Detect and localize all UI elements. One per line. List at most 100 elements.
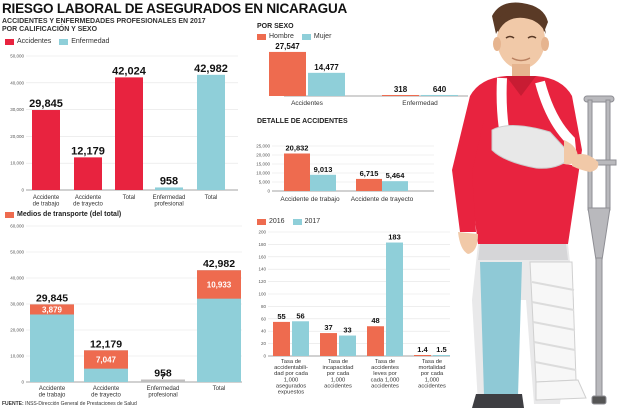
- transporte-segment-label: 3,879: [42, 305, 63, 314]
- tasas-bar: [320, 333, 337, 356]
- legend-swatch-hombre: [257, 33, 266, 40]
- transporte-tick-label: 40,000: [10, 276, 24, 281]
- tasas-category-label: Tasa de: [422, 359, 442, 365]
- sexo-value-label: 14,477: [314, 63, 339, 72]
- transporte-total-bar: [141, 379, 185, 382]
- detalle-category-label: Accidente de trabajo: [280, 196, 340, 203]
- detalle-value-label: 5,464: [386, 171, 406, 180]
- calificacion-category-label: profesional: [154, 201, 183, 207]
- calificacion-category-label: Total: [123, 195, 136, 201]
- tasas-category-label: accidentes: [418, 383, 446, 389]
- page-subtitle: ACCIDENTES Y ENFERMEDADES PROFESIONALES …: [2, 18, 206, 25]
- tasas-value-label: 56: [296, 311, 304, 320]
- detalle-title: DETALLE DE ACCIDENTES: [257, 118, 348, 125]
- transporte-category-label: profesional: [148, 392, 177, 398]
- tasas-category-label: 1,000: [331, 377, 346, 383]
- detalle-tick-label: 15,000: [256, 162, 270, 167]
- transporte-tick-label: 20,000: [10, 328, 24, 333]
- sexo-value-label: 27,547: [275, 42, 300, 51]
- calificacion-category-label: Enfermedad: [153, 195, 186, 201]
- legend-swatch-2017: [292, 218, 302, 225]
- tasas-bar: [367, 326, 384, 356]
- legend-swatch-enfermedad: [59, 38, 69, 45]
- tasas-value-label: 55: [277, 312, 285, 321]
- tasas-value-label: 183: [388, 233, 401, 242]
- detalle-bar: [382, 181, 408, 191]
- tasas-bar: [414, 355, 431, 356]
- tasas-tick-label: 20: [261, 341, 267, 346]
- detalle-tick-label: 5,000: [259, 180, 271, 185]
- transporte-category-label: de trabajo: [39, 392, 66, 398]
- sexo-bar: [308, 72, 345, 96]
- detalle-tick-label: 25,000: [256, 144, 270, 149]
- tasas-tick-label: 80: [261, 304, 267, 309]
- calificacion-bar: [32, 110, 60, 190]
- source-label: FUENTE:: [2, 401, 24, 407]
- source-text: INSS-Dirección General de Prestaciones d…: [25, 401, 137, 407]
- tasas-category-label: por cada: [421, 371, 444, 377]
- detalle-bar: [310, 174, 336, 191]
- transporte-tick-label: 0: [21, 380, 24, 385]
- tasas-category-label: Tasa de: [281, 359, 301, 365]
- legend-label-hombre: Hombre: [269, 33, 294, 40]
- transporte-total-bar: [30, 304, 74, 382]
- source-note: FUENTE: INSS-Dirección General de Presta…: [2, 401, 137, 407]
- transporte-category-label: Accidente: [39, 386, 66, 392]
- calificacion-bar: [74, 157, 102, 190]
- tasas-category-label: accidentes: [324, 383, 352, 389]
- legend-label-2016: 2016: [269, 218, 285, 225]
- legend-swatch-mujer: [301, 33, 311, 40]
- calificacion-bar: [155, 187, 183, 190]
- transporte-segment-bar: [84, 350, 128, 369]
- detalle-value-label: 9,013: [314, 165, 333, 174]
- transporte-tick-label: 10,000: [10, 354, 24, 359]
- detalle-value-label: 20,832: [286, 144, 309, 153]
- tasas-category-label: por cada: [327, 371, 350, 377]
- tasas-bar: [273, 321, 290, 356]
- calificacion-category-label: de trabajo: [33, 201, 60, 207]
- transporte-segment-label: 7: [161, 374, 165, 381]
- transporte-segment-label: 10,933: [207, 280, 232, 289]
- tasas-tick-label: 100: [258, 292, 266, 297]
- sexo-category-label: Accidentes: [291, 100, 324, 107]
- detalle-bar: [356, 178, 382, 191]
- calificacion-value-label: 12,179: [71, 145, 105, 157]
- calificacion-value-label: 958: [160, 175, 178, 187]
- transporte-category-label: Total: [213, 386, 226, 392]
- detalle-category-label: Accidente de trayecto: [351, 196, 414, 203]
- tasas-tick-label: 180: [258, 242, 266, 247]
- calificacion-category-label: Total: [205, 195, 218, 201]
- detalle-tick-label: 0: [267, 189, 270, 194]
- tasas-category-label: 1,000: [425, 377, 440, 383]
- tasas-value-label: 1.5: [436, 345, 446, 354]
- calificacion-tick-label: 0: [21, 188, 24, 193]
- sexo-category-label: Enfermedad: [402, 100, 438, 107]
- injured-worker-with-crutch-icon: [452, 2, 617, 408]
- tasas-tick-label: 120: [258, 279, 266, 284]
- calificacion-value-label: 42,024: [112, 65, 147, 77]
- calificacion-category-label: Accidente: [33, 195, 60, 201]
- legend-calificacion: Accidentes Enfermedad: [5, 38, 109, 45]
- tasas-category-label: asegurados: [276, 383, 306, 389]
- calificacion-category-label: de trayecto: [73, 201, 103, 207]
- legend-swatch-accidentes: [5, 38, 14, 45]
- legend-swatch-transporte: [5, 211, 14, 218]
- tasas-category-label: mortalidad: [418, 365, 445, 371]
- transporte-total-label: 42,982: [203, 258, 235, 270]
- sexo-bar: [269, 51, 306, 96]
- page-subtitle-2: POR CALIFICACIÓN Y SEXO: [2, 26, 98, 33]
- detalle-tick-label: 20,000: [256, 153, 270, 158]
- transporte-total-label: 958: [154, 368, 172, 380]
- sexo-title: POR SEXO: [257, 23, 294, 30]
- sexo-bar: [382, 95, 419, 96]
- calificacion-tick-label: 30,000: [10, 107, 24, 112]
- tasas-category-label: dad por cada: [274, 371, 309, 377]
- tasas-category-label: accidentabili-: [274, 365, 308, 371]
- tasas-bar: [339, 335, 356, 356]
- tasas-tick-label: 60: [261, 316, 267, 321]
- transporte-tick-label: 30,000: [10, 302, 24, 307]
- transporte-segment-bar: [197, 270, 241, 299]
- legend-sexo: Hombre Mujer: [257, 33, 331, 40]
